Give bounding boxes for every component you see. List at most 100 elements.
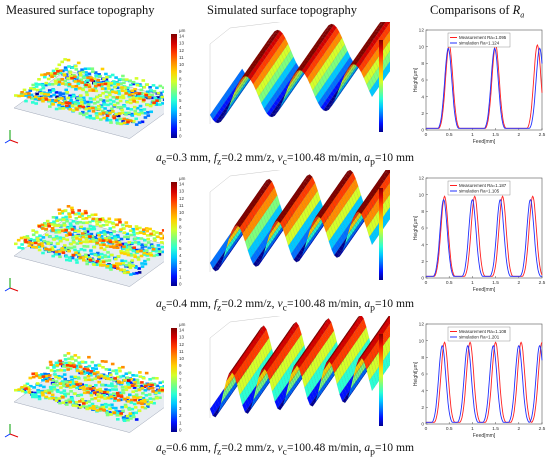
surface-cell: [122, 419, 127, 422]
surface-cell: [90, 235, 95, 238]
surface-cell: [151, 376, 156, 380]
surface-cell: [74, 235, 79, 238]
surface-cell: [117, 218, 122, 221]
surface-cell: [116, 267, 120, 270]
y-tick-label: 10: [419, 44, 425, 50]
y-axis-label: Height[μm]: [413, 361, 419, 386]
surface-cell: [125, 398, 129, 401]
surface-cell: [63, 99, 68, 103]
surface-cell: [135, 250, 140, 253]
surface-cell: [46, 222, 51, 226]
colorbar-gradient: [171, 182, 177, 286]
surface-cell: [115, 101, 120, 105]
surface-cell: [48, 397, 52, 400]
surface-cell: [108, 111, 112, 115]
surface-cell: [118, 243, 123, 247]
surface-cell: [87, 236, 91, 240]
surface-cell: [101, 111, 106, 115]
surface-cell: [92, 98, 97, 101]
surface-cell: [105, 413, 110, 417]
surface-cell: [130, 259, 135, 262]
surface-cell: [128, 248, 133, 251]
surface-cell: [41, 84, 45, 87]
colorbar-tick-label: 1: [179, 126, 182, 131]
surface-cell: [144, 94, 149, 97]
surface-cell: [133, 384, 138, 387]
surface-cell: [49, 99, 54, 103]
y-tick-label: 10: [419, 192, 425, 198]
surface-cell: [77, 364, 82, 367]
surface-cell: [114, 369, 118, 372]
surface-cell: [139, 231, 143, 235]
surface-cell: [20, 243, 24, 246]
surface-cell: [92, 407, 96, 411]
surface-cell: [88, 220, 92, 224]
surface-cell: [111, 110, 115, 113]
surface-cell: [71, 382, 75, 386]
surface-cell: [134, 248, 138, 252]
surface-cell: [114, 257, 118, 261]
height-colorbar: μm 14 13 12 11 10 9 8 7 6 5 4 3 2 1 0: [168, 26, 194, 140]
surface-cell: [76, 61, 81, 65]
surface-cell: [32, 238, 36, 242]
surface-cell: [32, 386, 36, 389]
surface-cell: [61, 92, 66, 95]
surface-cell: [70, 104, 75, 107]
surface-cell: [108, 98, 113, 102]
surface-cell: [58, 107, 62, 110]
surface-cell: [45, 379, 50, 383]
surface-cell: [14, 242, 18, 246]
surface-cell: [76, 369, 80, 372]
surface-cell: [119, 237, 124, 241]
surface-cell: [67, 249, 71, 253]
surface-cell: [84, 236, 88, 240]
surface-cell: [84, 112, 89, 115]
surface-cell: [59, 391, 64, 394]
surface-cell: [48, 385, 53, 389]
surface-cell: [85, 388, 89, 392]
surface-cell: [40, 96, 45, 100]
surface-cell: [25, 382, 30, 386]
colorbar-tick-label: 10: [179, 356, 185, 361]
surface-cell: [129, 401, 134, 404]
surface-cell: [23, 384, 27, 388]
surface-cell: [27, 92, 31, 95]
colorbar-tick-label: 2: [179, 119, 182, 124]
surface-cell: [91, 217, 96, 221]
surface-cell: [123, 259, 128, 263]
surface-cell: [128, 414, 132, 417]
surface-cell: [92, 227, 97, 231]
surface-cell: [125, 248, 130, 252]
surface-cell: [96, 395, 101, 399]
surface-cell: [122, 245, 126, 249]
surface-cell: [104, 220, 109, 223]
surface-cell: [124, 245, 129, 249]
surface-cell: [132, 402, 137, 406]
surface-cell: [108, 393, 113, 397]
surface-cell: [77, 253, 82, 256]
colorbar-tick-label: 12: [179, 342, 185, 347]
surface-cell: [97, 108, 102, 111]
surface-cell: [105, 390, 110, 394]
surface-cell: [57, 250, 62, 253]
surface-cell: [38, 234, 42, 237]
surface-cell: [52, 366, 56, 369]
surface-cell: [77, 230, 81, 233]
surface-cell: [144, 394, 149, 397]
surface-cell: [62, 74, 67, 77]
surface-cell: [129, 119, 133, 123]
surface-cell: [125, 122, 129, 125]
surface-cell: [109, 83, 113, 87]
surface-cell: [134, 225, 139, 228]
result-row-1: μm 14 13 12 11 10 9 8 7 6 5 4 3 2 1 0 0 2 4 6 8 10 12 0 0.5 1 1.5…: [0, 9, 550, 147]
surface-cell: [84, 107, 88, 111]
colorbar-tick-label: 6: [179, 239, 182, 244]
surface-cell: [110, 253, 114, 257]
surface-cell: [105, 118, 109, 122]
surface-cell: [134, 374, 139, 377]
surface-cell: [23, 94, 27, 97]
surface-cell: [121, 409, 125, 413]
surface-cell: [130, 398, 134, 402]
surface-cell: [49, 223, 54, 226]
surface-cell: [62, 384, 66, 388]
